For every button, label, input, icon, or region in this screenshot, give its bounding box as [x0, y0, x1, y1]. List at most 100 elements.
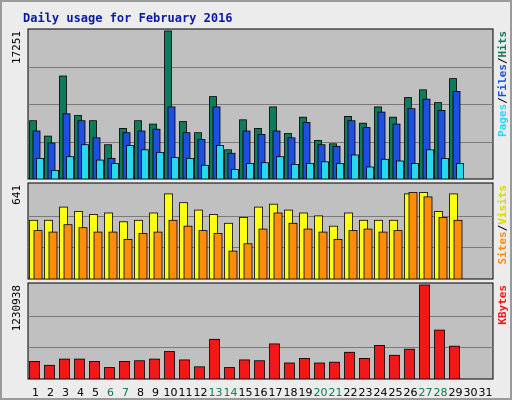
bar-pages-day-14 [231, 169, 239, 180]
legend-item: Pages [496, 104, 509, 137]
bar-kbytes-day-9 [149, 358, 160, 380]
bar-pages-day-5 [96, 159, 104, 180]
bar-sites-day-5 [93, 231, 103, 280]
bar-sites-day-20 [318, 231, 328, 280]
bar-kbytes-day-11 [179, 359, 190, 380]
bar-kbytes-day-1 [29, 360, 40, 380]
panel-visits: 641 Sites/Visits [10, 182, 509, 280]
bar-kbytes-day-23 [359, 357, 370, 380]
bar-pages-day-4 [81, 144, 89, 180]
x-tick-label: 21 [329, 386, 343, 399]
legend-item: / [496, 57, 509, 64]
bar-kbytes-day-27 [419, 284, 430, 380]
x-tick-label: 12 [194, 386, 208, 399]
bar-sites-day-18 [288, 222, 298, 280]
bar-sites-day-22 [348, 230, 358, 280]
bar-sites-day-28 [438, 216, 448, 280]
bar-kbytes-day-21 [329, 361, 340, 380]
bar-kbytes-day-10 [164, 351, 175, 380]
bar-kbytes-day-19 [299, 357, 310, 380]
bar-kbytes-day-25 [389, 354, 400, 380]
x-tick-label: 5 [92, 386, 99, 399]
bar-pages-day-22 [351, 154, 359, 180]
bar-sites-day-4 [78, 227, 88, 280]
bar-sites-day-23 [363, 228, 373, 280]
bar-pages-day-12 [201, 164, 209, 180]
x-tick-label: 29 [449, 386, 463, 399]
x-tick-label: 2 [47, 386, 54, 399]
x-tick-label: 18 [284, 386, 298, 399]
bar-pages-day-27 [426, 149, 434, 180]
x-tick-label: 10 [164, 386, 178, 399]
bar-pages-day-11 [186, 157, 194, 180]
legend-item: Visits [496, 185, 509, 225]
x-tick-label: 30 [464, 386, 478, 399]
bar-kbytes-day-12 [194, 366, 205, 380]
bar-kbytes-day-13 [209, 338, 220, 380]
bar-kbytes-day-15 [239, 359, 250, 380]
bar-kbytes-day-28 [434, 329, 445, 380]
bar-kbytes-day-29 [449, 345, 460, 380]
bar-pages-day-8 [141, 149, 149, 180]
x-tick-label: 13 [209, 386, 223, 399]
bar-sites-day-13 [213, 233, 223, 280]
x-tick-label: 19 [299, 386, 313, 399]
bar-pages-day-24 [381, 158, 389, 180]
x-tick-label: 20 [314, 386, 328, 399]
bar-sites-day-27 [423, 196, 433, 280]
bar-pages-day-3 [66, 156, 74, 180]
legend-item: Sites [496, 231, 509, 264]
x-tick-label: 25 [389, 386, 403, 399]
x-tick-label: 16 [254, 386, 268, 399]
legend-item: / [496, 97, 509, 104]
panel-requests-legend: Pages/Files/Hits [496, 31, 509, 137]
bar-pages-day-10 [171, 157, 179, 180]
bar-sites-day-1 [33, 230, 43, 280]
x-tick-label: 23 [359, 386, 373, 399]
x-tick-label: 22 [344, 386, 358, 399]
panel-visits-legend: Sites/Visits [496, 185, 509, 265]
x-tick-label: 14 [224, 386, 238, 399]
bar-sites-day-15 [243, 243, 253, 280]
bar-pages-day-26 [411, 163, 419, 180]
bar-pages-day-28 [441, 157, 449, 180]
bar-pages-day-6 [111, 163, 119, 180]
panel-requests: 17251 Pages/Files/Hits [10, 28, 509, 180]
bar-kbytes-day-3 [59, 358, 70, 380]
bar-kbytes-day-26 [404, 348, 415, 380]
panel-volume-ymax-label: 1230938 [10, 285, 23, 331]
bar-sites-day-14 [228, 250, 238, 280]
bar-sites-day-2 [48, 231, 58, 280]
x-tick-label: 11 [179, 386, 193, 399]
bar-sites-day-17 [273, 212, 283, 280]
bar-kbytes-day-8 [134, 360, 145, 380]
x-tick-label: 8 [137, 386, 144, 399]
x-tick-label: 7 [122, 386, 129, 399]
chart-panels: 17251Pages/Files/Hits641Sites/Visits1230… [10, 28, 509, 380]
bar-sites-day-6 [108, 231, 118, 280]
bar-kbytes-day-16 [254, 360, 265, 380]
bar-pages-day-19 [306, 163, 314, 180]
x-tick-label: 15 [239, 386, 253, 399]
x-tick-label: 24 [374, 386, 388, 399]
panel-volume: 1230938 KBytes [10, 282, 509, 380]
bar-kbytes-day-2 [44, 364, 55, 380]
bar-sites-day-29 [453, 219, 463, 280]
bar-sites-day-11 [183, 225, 193, 280]
panel-visits-ymax-label: 641 [10, 185, 23, 205]
panel-requests-ymax-label: 17251 [10, 31, 23, 64]
bar-pages-day-17 [276, 156, 284, 180]
bar-pages-day-15 [246, 163, 254, 180]
bar-sites-day-16 [258, 228, 268, 280]
x-tick-label: 9 [152, 386, 159, 399]
x-tick-label: 27 [419, 386, 433, 399]
bar-kbytes-day-17 [269, 343, 280, 380]
bar-kbytes-day-14 [224, 367, 235, 380]
legend-item: Files [496, 64, 509, 97]
x-tick-label: 26 [404, 386, 418, 399]
bar-pages-day-20 [321, 161, 329, 180]
bar-pages-day-7 [126, 145, 134, 180]
bar-kbytes-day-18 [284, 362, 295, 380]
